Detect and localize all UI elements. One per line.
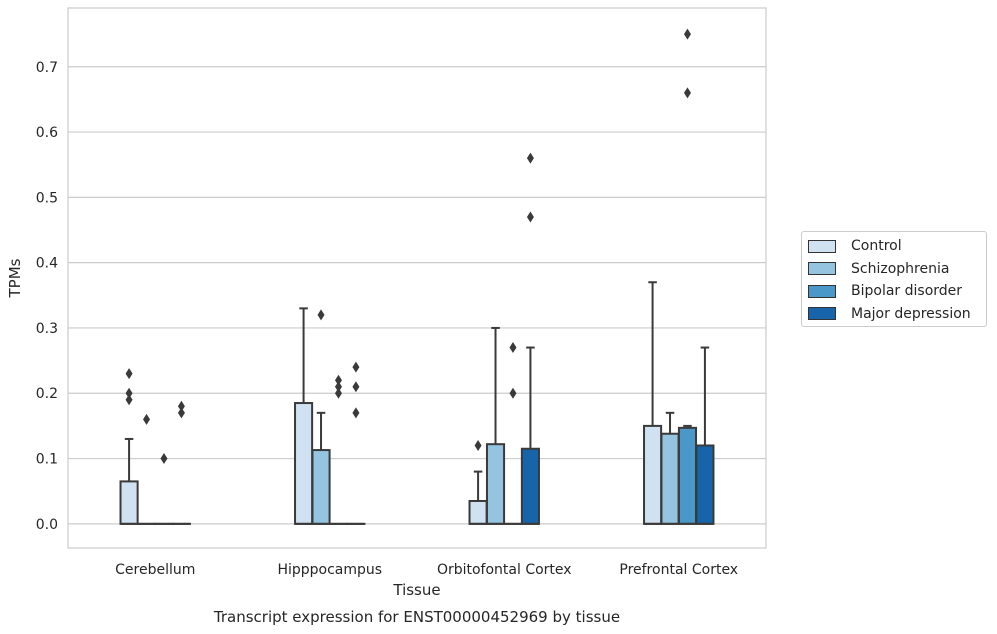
- legend-label: Schizophrenia: [851, 260, 950, 277]
- y-tick-label: 0.6: [36, 125, 58, 141]
- box-3-0: [171, 400, 191, 525]
- y-tick-label: 0.1: [36, 452, 58, 468]
- box-series: [119, 28, 715, 525]
- legend-item: Control: [808, 235, 986, 258]
- outlier-point: [526, 152, 534, 164]
- box-1-2: [485, 326, 506, 525]
- outlier-point: [125, 394, 133, 406]
- outlier-point: [160, 453, 168, 465]
- box-body: [660, 432, 680, 525]
- outlier-point: [352, 361, 360, 373]
- box-body: [695, 444, 715, 525]
- box-3-1: [346, 361, 366, 525]
- box-body: [485, 443, 506, 525]
- outlier-point: [334, 374, 342, 386]
- box-body: [520, 447, 540, 525]
- legend-swatch: [808, 284, 836, 298]
- outlier-point: [683, 87, 691, 99]
- outlier-point: [334, 387, 342, 399]
- box-2-3: [677, 28, 698, 525]
- outlier-point: [509, 342, 517, 354]
- box-0-0: [119, 368, 139, 525]
- chart-caption: Transcript expression for ENST0000045296…: [213, 608, 620, 626]
- legend-item: Schizophrenia: [808, 258, 986, 281]
- outlier-point: [177, 407, 185, 419]
- legend-swatch: [808, 239, 836, 253]
- x-tick-labels: Cerebellum Hipppocampus Orbitofontal Corte…: [115, 562, 738, 578]
- box-2-0: [154, 453, 174, 525]
- outlier-point: [143, 413, 151, 425]
- legend-swatch: [808, 262, 836, 276]
- box-2-2: [503, 342, 523, 525]
- x-tick-label: Cerebellum: [115, 562, 195, 578]
- outlier-point: [125, 368, 133, 380]
- box-body: [119, 480, 139, 525]
- x-tick-label: Prefrontal Cortex: [619, 562, 738, 578]
- x-tick-label: Hipppocampus: [277, 562, 382, 578]
- box-1-1: [311, 309, 331, 525]
- legend-label: Control: [851, 238, 902, 255]
- outlier-point: [526, 211, 534, 223]
- y-tick-label: 0.4: [36, 256, 58, 272]
- legend-label: Bipolar disorder: [851, 283, 963, 300]
- y-tick-label: 0.0: [36, 517, 58, 533]
- legend: Control Schizophrenia Bipolar disorder Majo…: [801, 231, 987, 327]
- y-tick-label: 0.5: [36, 190, 58, 206]
- y-axis-title: TPMs: [6, 258, 24, 298]
- box-body: [643, 424, 663, 525]
- outlier-point: [352, 407, 360, 419]
- outlier-point: [474, 439, 482, 451]
- box-body: [677, 426, 698, 525]
- y-tick-label: 0.2: [36, 386, 58, 402]
- box-body: [311, 449, 331, 525]
- box-body: [468, 499, 488, 525]
- box-body: [294, 402, 314, 525]
- outlier-point: [352, 381, 360, 393]
- legend-item: Major depression: [808, 303, 986, 326]
- box-3-3: [695, 346, 715, 525]
- outlier-point: [125, 387, 133, 399]
- outlier-point: [317, 309, 325, 321]
- outlier-point: [177, 400, 185, 412]
- x-axis-title: Tissue: [392, 581, 440, 599]
- outlier-point: [509, 387, 517, 399]
- outlier-point: [683, 28, 691, 40]
- legend-swatch: [808, 307, 836, 321]
- y-tick-labels: 0.0 0.1 0.2 0.3 0.4 0.5 0.6 0.7: [36, 60, 58, 533]
- legend-label: Major depression: [851, 305, 971, 322]
- outlier-point: [334, 381, 342, 393]
- x-tick-label: Orbitofontal Cortex: [437, 562, 572, 578]
- legend-item: Bipolar disorder: [808, 280, 986, 303]
- y-tick-label: 0.3: [36, 321, 58, 337]
- y-tick-label: 0.7: [36, 60, 58, 76]
- box-3-2: [520, 152, 540, 525]
